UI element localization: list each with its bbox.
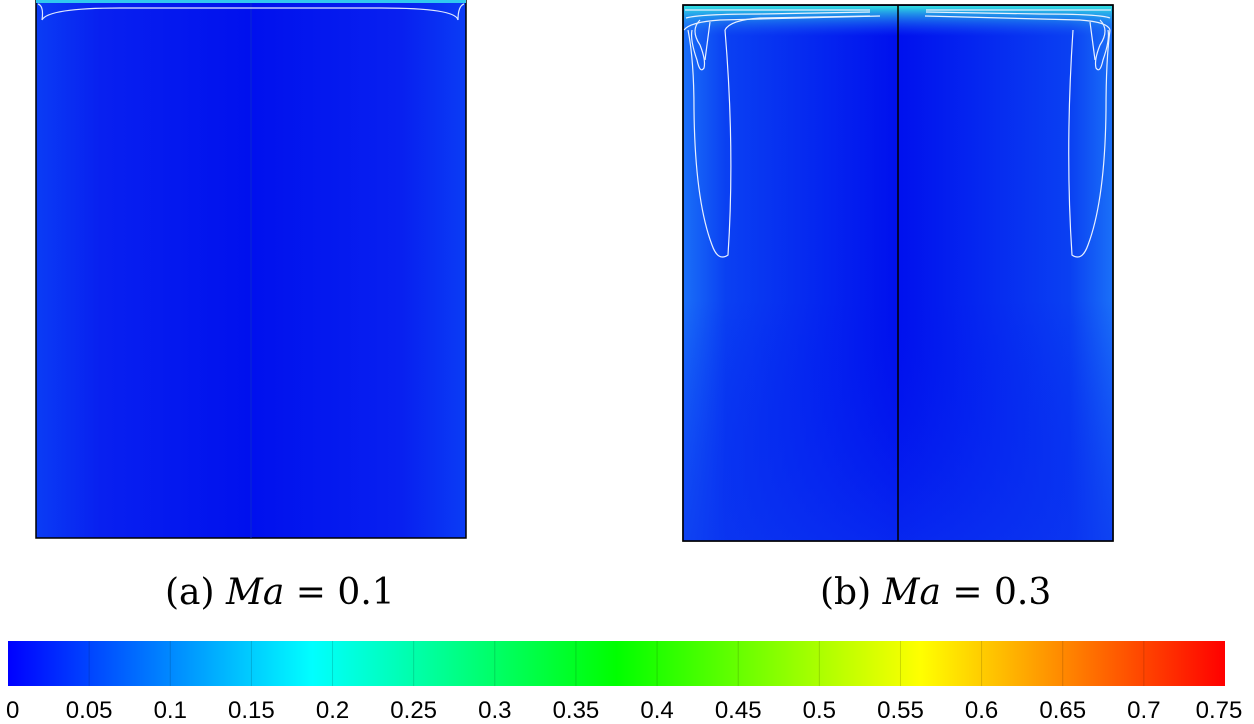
caption-b: (b) Ma = 0.3 [820, 572, 1051, 613]
colorbar-tick-label: 0 [6, 697, 19, 724]
contour-panel-a [35, 0, 467, 539]
colorbar-tick-label: 0.5 [803, 697, 836, 724]
colorbar-tick-label: 0.65 [1039, 697, 1086, 724]
colorbar-tick-label: 0.55 [877, 697, 924, 724]
caption-label: (a) [165, 572, 215, 613]
contour-line [37, 3, 465, 21]
caption-var: Ma [226, 572, 285, 613]
caption-op: = [952, 572, 983, 613]
colorbar-tick-label: 0.25 [390, 697, 437, 724]
colorbar-tick-label: 0.3 [478, 697, 511, 724]
colorbar-tick-label: 0.1 [154, 697, 187, 724]
colorbar-tick-label: 0.35 [553, 697, 600, 724]
contour-lines [683, 9, 1111, 258]
caption-label: (b) [820, 572, 872, 613]
caption-value: 0.1 [337, 572, 395, 613]
caption-var: Ma [882, 572, 941, 613]
colorbar-tick-label: 0.2 [316, 697, 349, 724]
colorbar-tick-label: 0.15 [228, 697, 275, 724]
colorbar-tick-label: 0.05 [66, 697, 113, 724]
caption-value: 0.3 [994, 572, 1052, 613]
colorbar-tick-label: 0.7 [1127, 697, 1160, 724]
colorbar-tick-label: 0.6 [965, 697, 998, 724]
colorbar-tick-label: 0.75 [1196, 697, 1243, 724]
caption-a: (a) Ma = 0.1 [165, 572, 395, 613]
colorbar-gradient [8, 641, 1225, 686]
caption-op: = [295, 572, 326, 613]
contour-panel-b [682, 4, 1114, 542]
lid-band [36, 0, 466, 3]
colorbar-tick-label: 0.4 [640, 697, 673, 724]
colorbar-tick-label: 0.45 [715, 697, 762, 724]
colorbar: 0 0.05 0.1 0.15 0.2 0.25 0.3 0.35 0.4 0.45 0.5 0.55… [6, 641, 1242, 724]
